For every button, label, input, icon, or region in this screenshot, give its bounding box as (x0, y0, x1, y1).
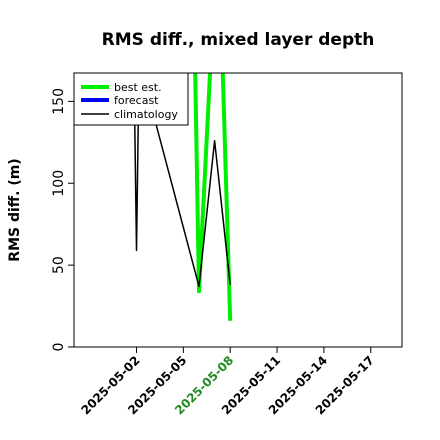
plot-area (73, 72, 403, 348)
y-axis: 0 50 100 150 (51, 88, 74, 351)
y-tick-label: 100 (51, 170, 67, 197)
legend-label-forecast: forecast (114, 94, 159, 107)
legend: best est. forecast climatology (73, 72, 189, 126)
chart-title: RMS diff., mixed layer depth (102, 30, 375, 50)
y-tick-label: 50 (51, 256, 67, 274)
y-axis-label: RMS diff. (m) (7, 158, 23, 261)
x-axis: 2025-05-022025-05-052025-05-082025-05-11… (78, 347, 377, 417)
series-line-climatology (133, 73, 231, 288)
series-layer (133, 73, 233, 321)
series-line-best-est (193, 73, 233, 321)
legend-label-best-est: best est. (114, 81, 162, 94)
y-tick-label: 0 (51, 343, 67, 352)
y-tick-label: 150 (51, 88, 67, 115)
legend-label-climatology: climatology (114, 108, 178, 121)
